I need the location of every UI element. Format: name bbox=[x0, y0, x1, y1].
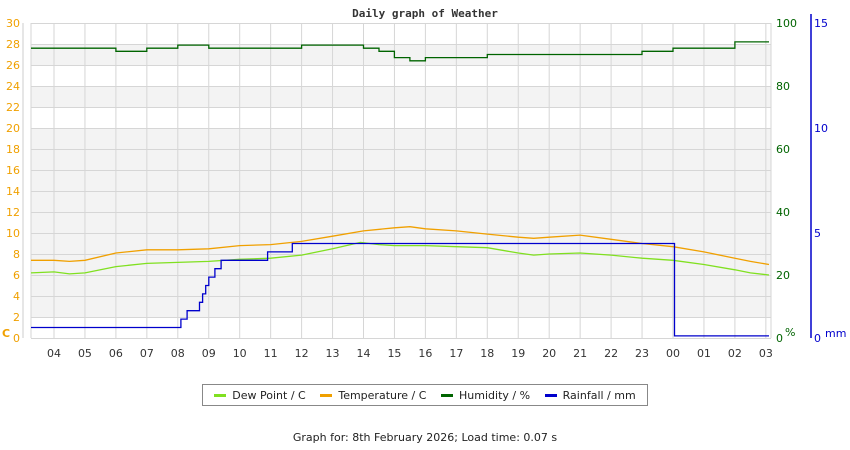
svg-text:20: 20 bbox=[6, 122, 20, 135]
temperature-cline bbox=[31, 226, 770, 266]
svg-text:22: 22 bbox=[6, 101, 20, 114]
svg-text:20: 20 bbox=[776, 269, 790, 282]
svg-text:10: 10 bbox=[6, 227, 20, 240]
humidity-swatch-icon bbox=[441, 393, 454, 397]
svg-text:02: 02 bbox=[728, 347, 742, 360]
svg-text:15: 15 bbox=[387, 347, 401, 360]
svg-text:26: 26 bbox=[6, 59, 20, 72]
svg-text:12: 12 bbox=[6, 206, 20, 219]
svg-text:11: 11 bbox=[264, 347, 278, 360]
chart-title: Daily graph of Weather bbox=[352, 7, 498, 20]
svg-text:14: 14 bbox=[6, 185, 20, 198]
svg-text:23: 23 bbox=[635, 347, 649, 360]
legend-label: Rainfall / mm bbox=[562, 388, 636, 402]
grid-bands bbox=[31, 23, 771, 338]
svg-text:2: 2 bbox=[13, 311, 20, 324]
svg-text:60: 60 bbox=[776, 143, 790, 156]
svg-text:13: 13 bbox=[326, 347, 340, 360]
svg-text:8: 8 bbox=[13, 248, 20, 261]
svg-text:03: 03 bbox=[759, 347, 773, 360]
svg-text:0: 0 bbox=[13, 332, 20, 345]
svg-text:28: 28 bbox=[6, 38, 20, 51]
svg-text:04: 04 bbox=[47, 347, 61, 360]
svg-text:24: 24 bbox=[6, 80, 20, 93]
legend-item-humidity: Humidity / % bbox=[441, 389, 530, 402]
svg-text:14: 14 bbox=[357, 347, 371, 360]
svg-text:19: 19 bbox=[511, 347, 525, 360]
legend-label: Humidity / % bbox=[459, 388, 531, 402]
svg-text:05: 05 bbox=[78, 347, 92, 360]
svg-text:15: 15 bbox=[814, 17, 828, 30]
rainfall-mmline bbox=[31, 242, 769, 337]
svg-text:100: 100 bbox=[776, 17, 797, 30]
svg-text:10: 10 bbox=[814, 122, 828, 135]
svg-text:16: 16 bbox=[418, 347, 432, 360]
svg-text:20: 20 bbox=[542, 347, 556, 360]
weather-chart: Daily graph of Weather 02468101214161820… bbox=[2, 7, 846, 360]
svg-text:08: 08 bbox=[171, 347, 185, 360]
legend: Dew Point / C Temperature / C Humidity /… bbox=[202, 384, 648, 406]
dew-point-swatch-icon bbox=[214, 393, 227, 397]
legend-label: Temperature / C bbox=[338, 388, 427, 402]
svg-text:40: 40 bbox=[776, 206, 790, 219]
svg-text:0: 0 bbox=[776, 332, 783, 345]
svg-text:mm: mm bbox=[825, 327, 846, 340]
svg-text:00: 00 bbox=[666, 347, 680, 360]
svg-text:17: 17 bbox=[449, 347, 463, 360]
svg-text:%: % bbox=[785, 326, 795, 339]
series-lines bbox=[30, 41, 770, 337]
svg-text:5: 5 bbox=[814, 227, 821, 240]
svg-text:4: 4 bbox=[13, 290, 20, 303]
svg-text:16: 16 bbox=[6, 164, 20, 177]
svg-text:01: 01 bbox=[697, 347, 711, 360]
humidity-line bbox=[31, 41, 769, 62]
legend-label: Dew Point / C bbox=[232, 388, 306, 402]
svg-text:0: 0 bbox=[814, 332, 821, 345]
axes bbox=[22, 14, 812, 338]
svg-text:10: 10 bbox=[233, 347, 247, 360]
svg-text:18: 18 bbox=[6, 143, 20, 156]
svg-text:18: 18 bbox=[480, 347, 494, 360]
legend-item-rainfall: Rainfall / mm bbox=[544, 388, 636, 402]
svg-text:09: 09 bbox=[202, 347, 216, 360]
svg-text:22: 22 bbox=[604, 347, 618, 360]
vertical-gridlines bbox=[30, 23, 772, 338]
temperature-swatch-icon bbox=[320, 393, 333, 397]
svg-text:30: 30 bbox=[6, 17, 20, 30]
svg-text:06: 06 bbox=[109, 347, 123, 360]
legend-item-temperature: Temperature / C bbox=[320, 389, 426, 402]
svg-text:21: 21 bbox=[573, 347, 587, 360]
dew-point-cline bbox=[30, 241, 770, 276]
legend-item-dew-point: Dew Point / C bbox=[214, 388, 306, 402]
svg-text:80: 80 bbox=[776, 80, 790, 93]
svg-text:07: 07 bbox=[140, 347, 154, 360]
graph-footer: Graph for: 8th February 2026; Load time:… bbox=[292, 431, 558, 444]
rainfall-swatch-icon bbox=[544, 393, 557, 397]
svg-text:6: 6 bbox=[13, 269, 20, 282]
horizontal-gridlines bbox=[31, 23, 771, 339]
svg-text:C: C bbox=[2, 327, 10, 340]
svg-text:12: 12 bbox=[295, 347, 309, 360]
